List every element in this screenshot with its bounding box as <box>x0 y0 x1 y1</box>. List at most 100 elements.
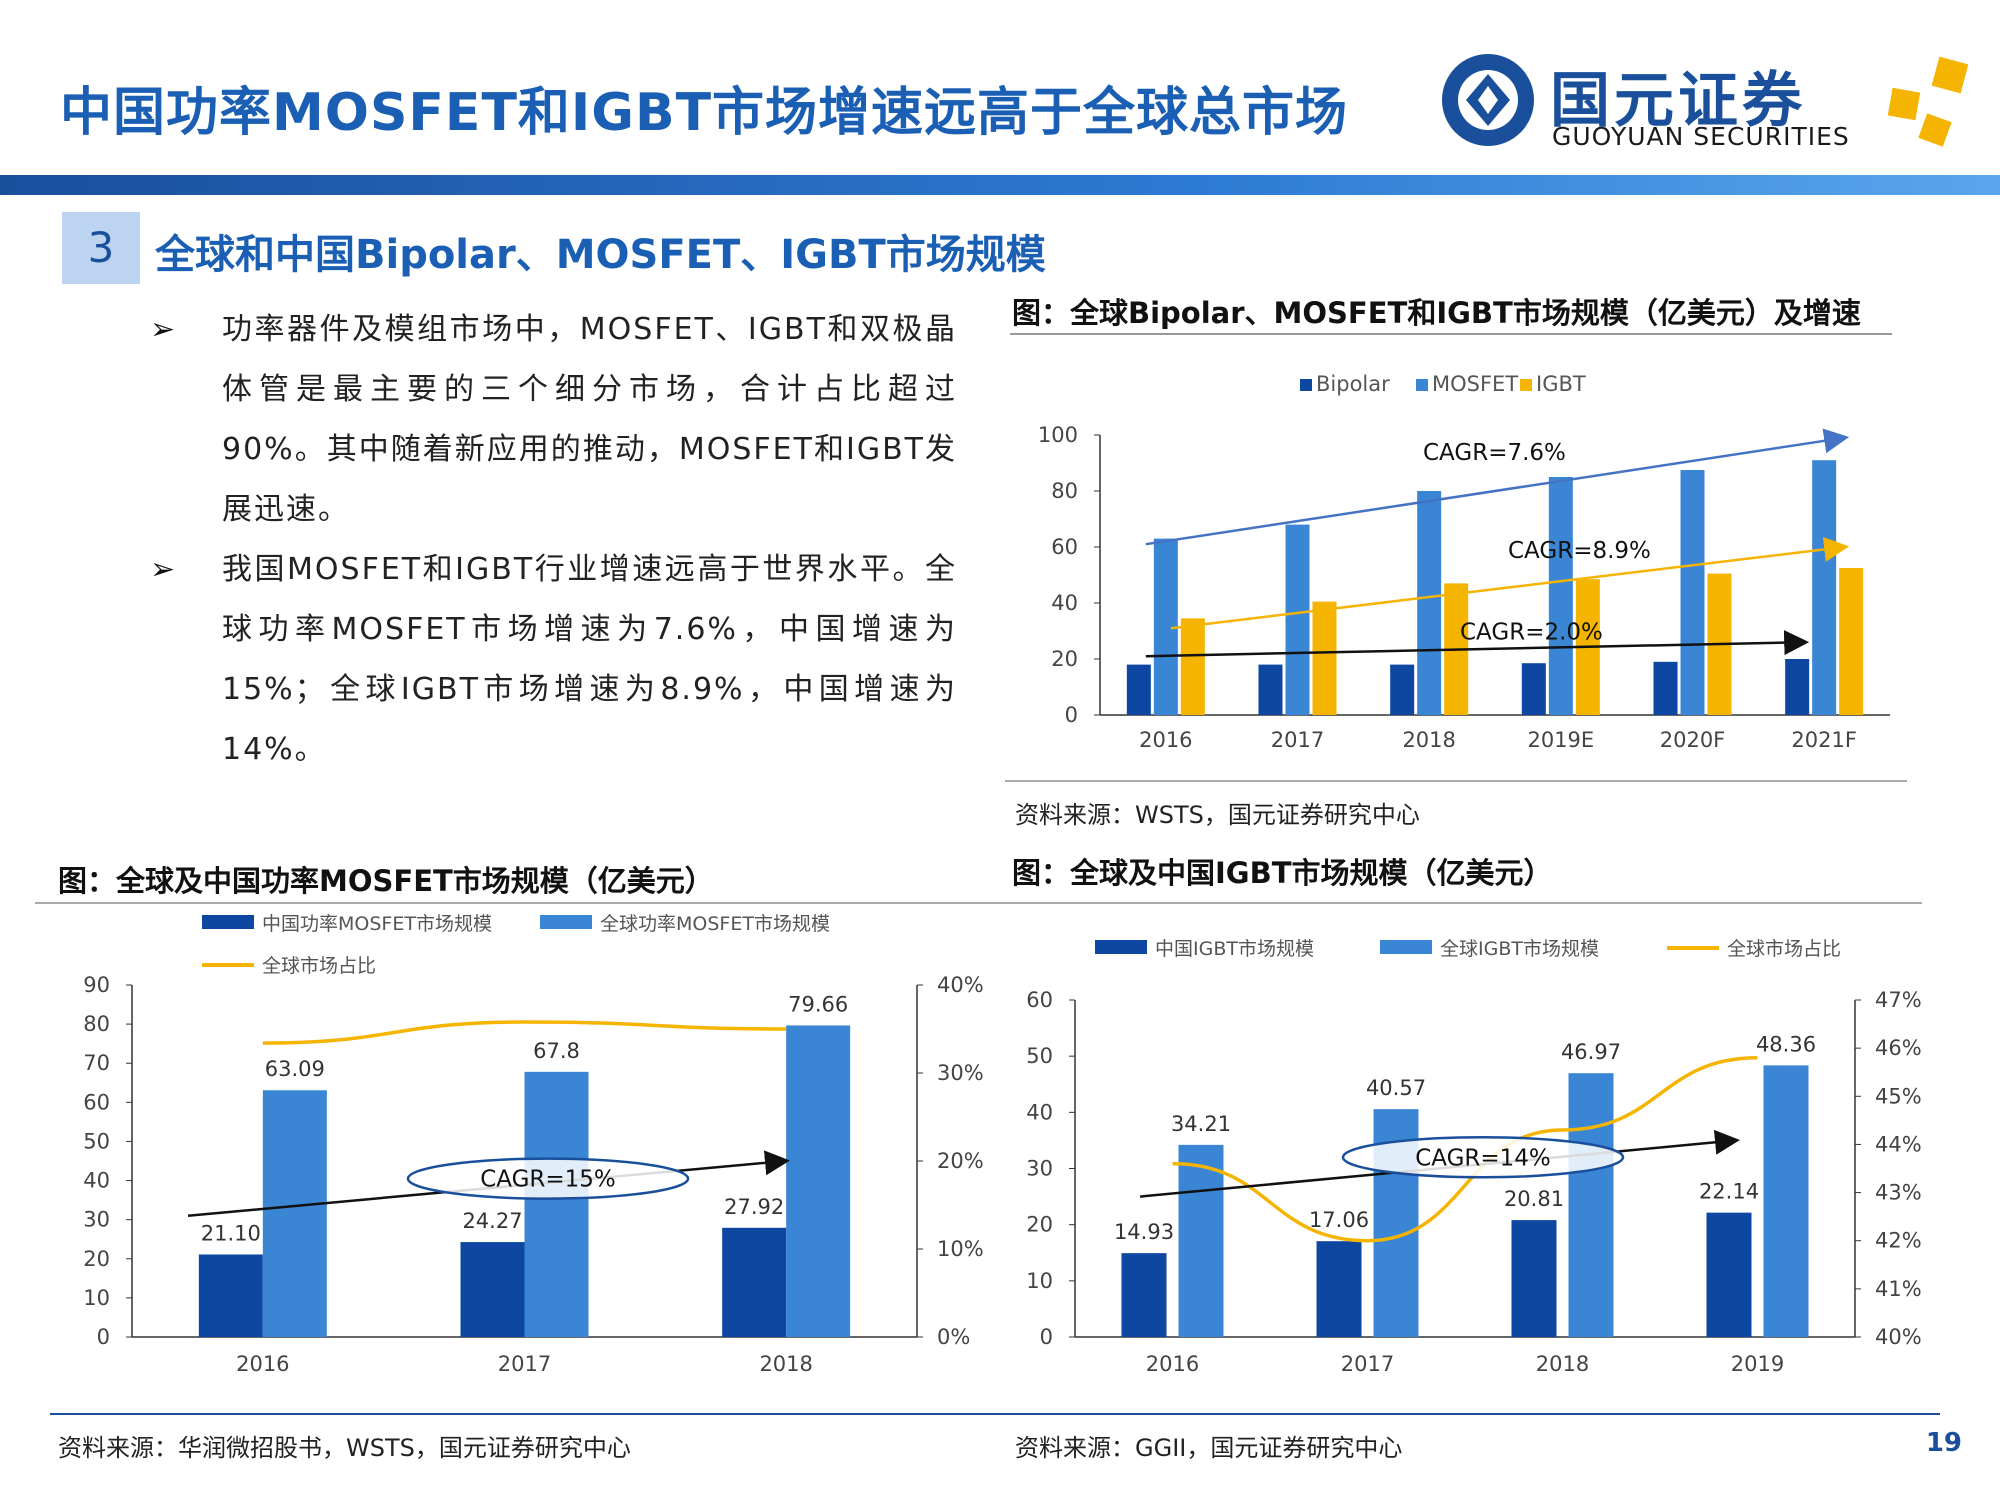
cagr-label: CAGR=8.9% <box>1508 538 1651 564</box>
chart-title-global-segments: 图：全球Bipolar、MOSFET和IGBT市场规模（亿美元）及增速 <box>1012 296 1861 330</box>
footer-divider <box>50 1413 1940 1415</box>
logo-emblem-icon <box>1442 54 1534 146</box>
y-tick-label: 80 <box>1051 479 1078 503</box>
y-tick-label: 20 <box>1051 647 1078 671</box>
header-bar <box>0 175 2000 195</box>
y-tick-label: 30 <box>1026 1157 1053 1181</box>
y-tick-label: 10 <box>83 1286 110 1310</box>
bar-china <box>198 1254 263 1337</box>
legend-label: MOSFET <box>1432 372 1518 396</box>
y-tick-label: 60 <box>1026 988 1053 1012</box>
y2-tick-label: 41% <box>1875 1277 1922 1301</box>
bar-global <box>524 1071 589 1337</box>
logo-chinese-name: 国元证券 <box>1550 66 1806 136</box>
chart-source-mosfet: 资料来源：华润微招股书，WSTS，国元证券研究中心 <box>58 1434 631 1462</box>
cagr-arrow-igbt <box>1170 536 1850 630</box>
data-label: 79.66 <box>788 992 848 1016</box>
bar-bipolar <box>1653 661 1678 715</box>
y-tick-label: 0 <box>1040 1325 1053 1349</box>
bar-igbt <box>1839 568 1864 715</box>
y2-tick-label: 30% <box>937 1061 984 1085</box>
x-tick-label: 2018 <box>1536 1352 1589 1376</box>
cagr-arrow-mosfet <box>1145 428 1850 546</box>
share-line <box>262 1020 787 1045</box>
y2-tick-label: 42% <box>1875 1229 1922 1253</box>
legend-label: 中国IGBT市场规模 <box>1155 938 1314 960</box>
y-tick-label: 40 <box>83 1169 110 1193</box>
x-tick-label: 2019 <box>1731 1352 1784 1376</box>
y2-tick-label: 47% <box>1875 988 1922 1012</box>
data-label: 27.92 <box>724 1195 784 1219</box>
x-tick-label: 2017 <box>498 1352 551 1376</box>
caption-underline <box>1010 333 1892 335</box>
cagr-label: CAGR=14% <box>1415 1145 1551 1171</box>
legend-swatch <box>202 915 254 929</box>
legend-swatch <box>540 915 592 929</box>
logo-english-name: GUOYUAN SECURITIES <box>1552 122 1850 151</box>
data-label: 46.97 <box>1561 1040 1621 1064</box>
y2-tick-label: 44% <box>1875 1132 1922 1156</box>
x-tick-label: 2016 <box>1139 728 1192 752</box>
data-label: 21.10 <box>201 1221 261 1245</box>
bar-mosfet <box>1417 491 1442 715</box>
y2-tick-label: 20% <box>937 1149 984 1173</box>
y2-tick-label: 0% <box>937 1325 970 1349</box>
bullet-text: 我国MOSFET和IGBT行业增速远高于世界水平。全球功率MOSFET市场增速为… <box>222 552 957 767</box>
y-tick-label: 40 <box>1026 1100 1053 1124</box>
data-label: 34.21 <box>1171 1112 1231 1136</box>
chart-global-segments: 0 20 40 60 80 100 2016 2017 2018 2019E 2020F 2021F B… <box>1038 372 1890 752</box>
data-label: 17.06 <box>1309 1208 1369 1232</box>
legend-swatch <box>1380 940 1432 954</box>
data-label: 14.93 <box>1114 1220 1174 1244</box>
cagr-label: CAGR=7.6% <box>1423 440 1566 466</box>
y-tick-label: 80 <box>83 1012 110 1036</box>
bar-china <box>1121 1253 1167 1337</box>
chart-title-igbt: 图：全球及中国IGBT市场规模（亿美元） <box>1012 856 1553 890</box>
x-tick-label: 2019E <box>1527 728 1594 752</box>
chart-divider <box>1005 780 1907 782</box>
bar-global <box>1763 1065 1809 1337</box>
legend-label: 全球市场占比 <box>262 955 376 977</box>
bar-mosfet <box>1812 460 1837 715</box>
bar-mosfet <box>1680 470 1705 715</box>
y-tick-label: 60 <box>83 1090 110 1114</box>
bar-global <box>786 1025 851 1337</box>
legend-label: Bipolar <box>1316 372 1390 396</box>
y-tick-label: 70 <box>83 1051 110 1075</box>
bar-china <box>1706 1212 1752 1337</box>
y-tick-label: 30 <box>83 1208 110 1232</box>
y-tick-label: 90 <box>83 973 110 997</box>
legend-label: IGBT <box>1536 372 1586 396</box>
y-tick-label: 10 <box>1026 1269 1053 1293</box>
logo-decoration-icon <box>1880 55 1980 155</box>
chart-igbt-market: 0 10 20 30 40 50 60 40% 41% 42% 43% 44% 45% 46% 47% 201… <box>1026 938 1922 1376</box>
bar-china <box>1511 1220 1557 1337</box>
y-tick-label: 60 <box>1051 535 1078 559</box>
bullet-arrow-icon: ➢ <box>150 312 176 347</box>
bar-global <box>1178 1144 1224 1337</box>
data-label: 67.8 <box>533 1039 580 1063</box>
x-tick-label: 2016 <box>1146 1352 1199 1376</box>
bar-mosfet <box>1548 477 1573 715</box>
page-number: 19 <box>1925 1428 1962 1458</box>
legend-swatch <box>1520 379 1532 391</box>
y-tick-label: 20 <box>83 1247 110 1271</box>
bar-china <box>722 1227 787 1337</box>
chart-source-global-segments: 资料来源：WSTS，国元证券研究中心 <box>1015 801 1420 829</box>
y-tick-label: 50 <box>1026 1044 1053 1068</box>
data-label: 40.57 <box>1366 1076 1426 1100</box>
cagr-label: CAGR=2.0% <box>1460 619 1603 645</box>
bar-bipolar <box>1126 664 1151 715</box>
bullet-item: ➢ 功率器件及模组市场中，MOSFET、IGBT和双极晶体管是最主要的三个细分市… <box>150 300 970 540</box>
x-tick-label: 2018 <box>759 1352 812 1376</box>
bullet-arrow-icon: ➢ <box>150 552 176 587</box>
x-tick-label: 2021F <box>1791 728 1857 752</box>
bar-china <box>460 1242 525 1337</box>
cagr-ellipse <box>1341 1136 1625 1179</box>
legend-swatch <box>1095 940 1147 954</box>
bullet-text: 功率器件及模组市场中，MOSFET、IGBT和双极晶体管是最主要的三个细分市场，… <box>222 312 957 527</box>
section-number: 3 <box>62 212 140 284</box>
bar-mosfet <box>1285 524 1310 715</box>
brand-logo <box>1438 50 1538 150</box>
data-label: 63.09 <box>265 1057 325 1081</box>
